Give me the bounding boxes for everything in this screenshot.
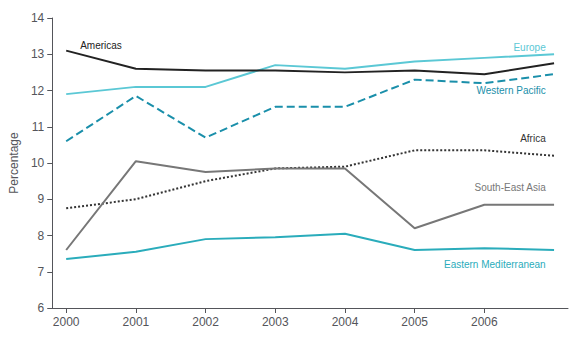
svg-text:Western Pacific: Western Pacific — [476, 85, 545, 96]
svg-text:2002: 2002 — [192, 315, 219, 329]
svg-text:Percentage: Percentage — [7, 132, 21, 194]
svg-text:Africa: Africa — [520, 133, 546, 144]
svg-text:Americas: Americas — [80, 40, 122, 51]
svg-text:8: 8 — [38, 229, 45, 243]
svg-text:2005: 2005 — [401, 315, 428, 329]
svg-text:Europe: Europe — [513, 42, 546, 53]
svg-text:South-East Asia: South-East Asia — [475, 182, 547, 193]
svg-text:10: 10 — [31, 156, 45, 170]
svg-text:6: 6 — [38, 301, 45, 315]
svg-text:2001: 2001 — [123, 315, 150, 329]
svg-text:9: 9 — [38, 192, 45, 206]
svg-text:7: 7 — [38, 265, 45, 279]
svg-text:11: 11 — [32, 120, 45, 134]
svg-text:2006: 2006 — [471, 315, 498, 329]
svg-text:2003: 2003 — [262, 315, 289, 329]
svg-text:Eastern Mediterranean: Eastern Mediterranean — [444, 259, 546, 270]
svg-text:2004: 2004 — [332, 315, 359, 329]
svg-text:12: 12 — [31, 84, 45, 98]
svg-text:13: 13 — [31, 47, 45, 61]
svg-text:14: 14 — [31, 11, 45, 25]
svg-text:2000: 2000 — [53, 315, 80, 329]
